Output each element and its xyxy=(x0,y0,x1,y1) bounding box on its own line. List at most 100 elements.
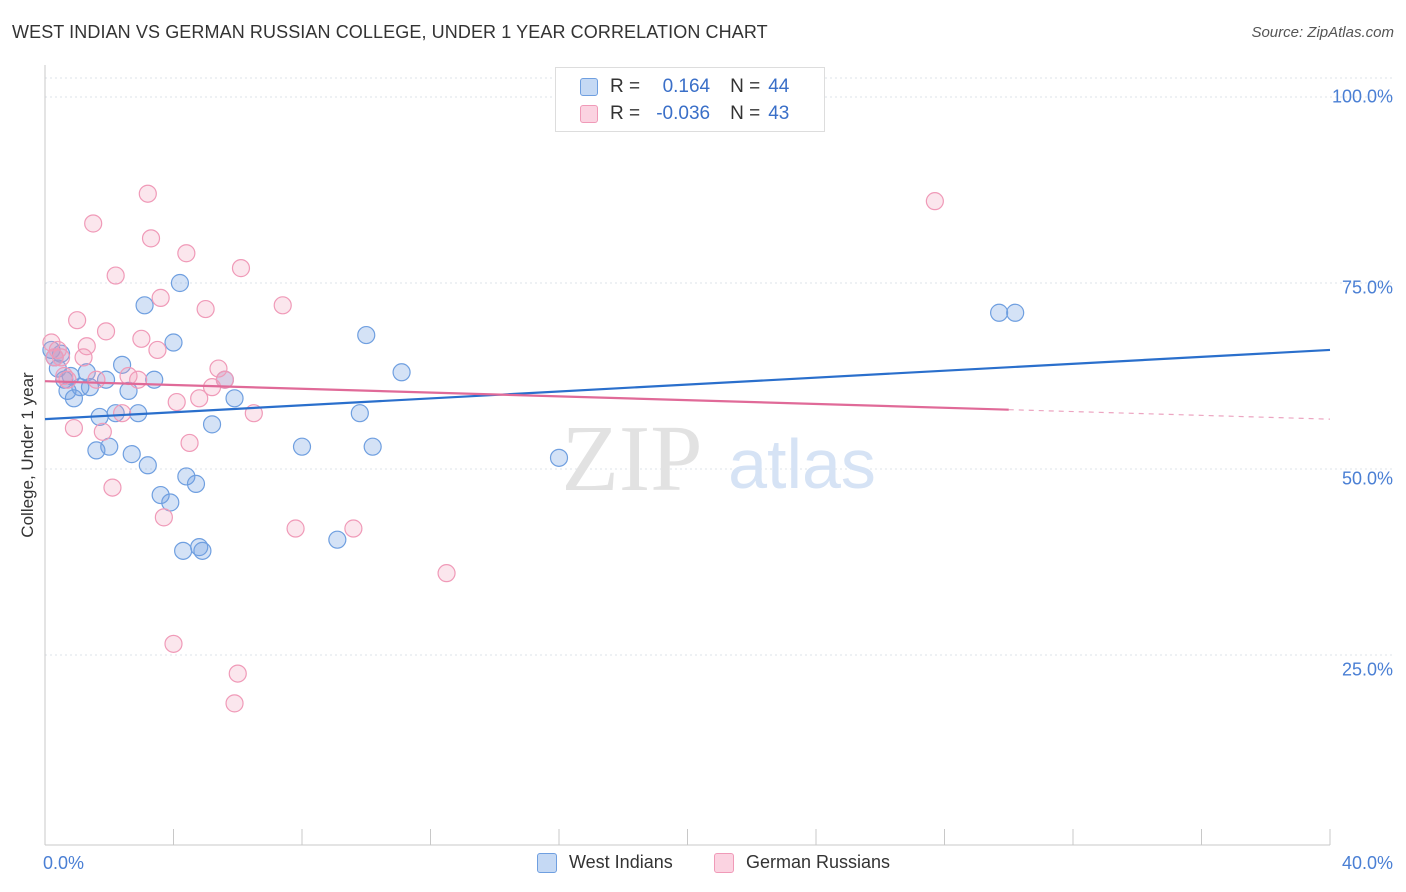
x-tick-label-min: 0.0% xyxy=(43,853,85,873)
west-indians-point xyxy=(177,467,196,486)
west-indians-point xyxy=(193,541,212,560)
west-indians-point xyxy=(64,389,84,408)
west-indians-point xyxy=(328,530,347,549)
west-indians-point xyxy=(990,303,1009,322)
west-indians-trend-line xyxy=(44,348,1331,421)
grid-lines xyxy=(45,77,1392,656)
west-indians-point xyxy=(549,448,569,467)
german-russians-point xyxy=(228,664,247,683)
german-russians-point xyxy=(77,337,96,356)
german-russians-point xyxy=(42,333,61,352)
german-russians-point xyxy=(437,564,456,583)
watermark-zip: ZIP xyxy=(562,407,703,511)
german-russians-point xyxy=(51,348,71,367)
german-russians-point xyxy=(190,389,209,408)
n-label: N = xyxy=(730,76,761,97)
west-indians-point xyxy=(174,541,193,560)
west-indians-point xyxy=(225,389,244,408)
german-russians-point xyxy=(209,359,228,378)
west-indians-points xyxy=(42,273,1025,560)
axes xyxy=(44,65,1331,846)
n-value: 44 xyxy=(768,76,790,97)
legend-label: German Russians xyxy=(746,852,891,872)
german-russians-point xyxy=(103,478,122,497)
x-tick-label-max: 40.0% xyxy=(1341,853,1393,873)
west-indians-point xyxy=(170,273,190,293)
legend-item-west-indians[interactable]: West Indians xyxy=(537,852,673,873)
west-indians-point xyxy=(151,485,170,505)
german-russians-point xyxy=(141,229,161,248)
r-value: 0.164 xyxy=(662,76,711,97)
german-russians-point xyxy=(286,519,305,538)
german-russians-point xyxy=(164,634,183,653)
west-indians-point xyxy=(363,437,382,456)
r-label: R = xyxy=(610,76,641,97)
chart-title: WEST INDIAN VS GERMAN RUSSIAN COLLEGE, U… xyxy=(12,22,768,42)
german-russians-point xyxy=(55,366,74,386)
german-russians-point xyxy=(231,259,251,278)
west-indians-point xyxy=(164,333,183,352)
y-axis-label: College, Under 1 year xyxy=(18,372,37,538)
german-russians-point xyxy=(64,418,84,438)
legend-row-west-indians: R = 0.164 N = 44 xyxy=(580,74,789,100)
german-russians-point xyxy=(151,288,170,307)
german-russians-swatch xyxy=(714,852,734,873)
german-russians-point xyxy=(148,340,167,360)
west-indians-swatch xyxy=(537,852,557,873)
west-indians-point xyxy=(350,404,369,423)
r-label: R = xyxy=(610,103,641,124)
y-tick-label: 50.0% xyxy=(1341,468,1393,489)
west-indians-point xyxy=(186,474,206,493)
legend-label: West Indians xyxy=(569,852,673,872)
n-label: N = xyxy=(730,103,761,124)
german-russians-swatch xyxy=(580,105,598,123)
r-value: -0.036 xyxy=(656,103,711,124)
german-russians-trend-line xyxy=(44,380,1009,411)
german-russians-point xyxy=(344,519,363,538)
german-russians-point xyxy=(68,311,87,330)
german-russians-point xyxy=(106,266,125,285)
correlation-legend: R = 0.164 N = 44 R = -0.036 N = 43 xyxy=(555,67,825,132)
german-russians-point xyxy=(196,299,215,319)
german-russians-point xyxy=(225,694,244,713)
west-indians-point xyxy=(202,415,222,434)
source-label: Source: ZipAtlas.com xyxy=(1251,24,1394,41)
german-russians-point xyxy=(215,370,234,389)
german-russians-point xyxy=(84,214,103,233)
west-indians-point xyxy=(112,355,132,374)
y-tick-label: 25.0% xyxy=(1341,659,1393,680)
german-russians-point xyxy=(154,508,173,527)
german-russians-point xyxy=(93,422,112,441)
west-indians-point xyxy=(122,445,141,464)
west-indians-point xyxy=(1006,303,1025,322)
west-indians-point xyxy=(135,296,154,315)
german-russians-point xyxy=(273,296,292,315)
german-russians-point xyxy=(180,433,199,453)
y-tick-label: 75.0% xyxy=(1341,277,1393,298)
watermark-atlas: atlas xyxy=(728,425,876,503)
west-indians-point xyxy=(138,456,157,475)
german-russians-point xyxy=(129,370,148,389)
west-indians-point xyxy=(77,363,96,382)
german-russians-point xyxy=(112,404,132,423)
german-russians-point xyxy=(925,192,944,211)
west-indians-point xyxy=(357,325,376,345)
german-russians-trend-extension xyxy=(1008,409,1331,420)
german-russians-point xyxy=(138,184,157,203)
german-russians-point xyxy=(74,348,93,367)
y-tick-label: 100.0% xyxy=(1331,86,1393,107)
legend-item-german-russians[interactable]: German Russians xyxy=(714,852,890,873)
german-russians-point xyxy=(177,244,196,263)
trend-lines xyxy=(44,348,1331,421)
german-russians-point xyxy=(87,370,106,389)
german-russians-point xyxy=(167,392,186,412)
german-russians-point xyxy=(132,329,151,348)
legend-row-german-russians: R = -0.036 N = 43 xyxy=(580,101,789,127)
west-indians-point xyxy=(392,363,411,382)
german-russians-point xyxy=(96,322,116,341)
n-value: 43 xyxy=(768,103,790,124)
west-indians-point xyxy=(106,404,125,423)
west-indians-point xyxy=(292,437,312,456)
west-indians-swatch xyxy=(580,78,598,96)
